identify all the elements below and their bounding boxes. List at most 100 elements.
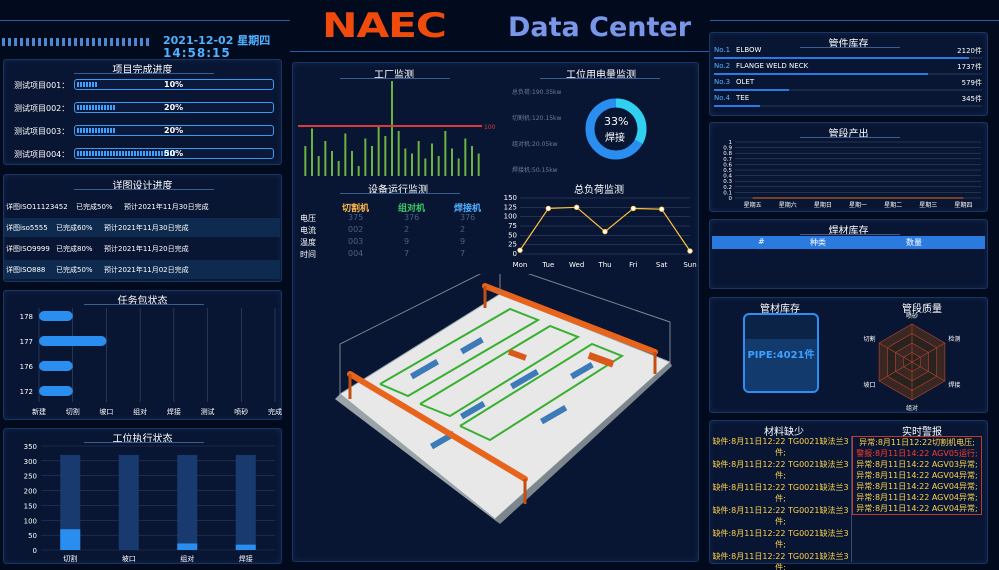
design-id: 详图ISO888 xyxy=(6,266,46,274)
equipment-value: 376 xyxy=(460,213,476,222)
design-status: 已完成50% xyxy=(76,203,113,211)
power-monitor-title: 工位用电量监测 xyxy=(566,70,636,81)
task-bar xyxy=(39,361,73,371)
shortage-item: 缺件:8月11日12:22 TG0021缺法兰3件; xyxy=(712,460,849,480)
project-label: 测试项目001： xyxy=(14,81,70,90)
project-progress-value: 20% xyxy=(164,126,184,135)
equipment-value: 9 xyxy=(404,237,410,246)
equipment-value: 2 xyxy=(404,225,410,234)
radar-axis-label: 切割 xyxy=(864,335,876,343)
project-progress-fill xyxy=(77,151,175,156)
project-progress-value: 50% xyxy=(164,149,184,158)
segment-y-tick: 0.2 xyxy=(723,185,732,191)
radar-axis-label: 喷砂 xyxy=(906,312,918,320)
station-bar-total xyxy=(60,454,81,550)
radar-axis-label: 检测 xyxy=(948,335,960,343)
title-underline xyxy=(74,189,214,190)
project-progress-bar xyxy=(74,148,274,159)
alarm-panel xyxy=(709,420,988,564)
alarm-item: 异常:8月11日14:22 AGV04异常; xyxy=(856,471,978,480)
station-y-tick: 150 xyxy=(24,502,37,510)
equipment-column-header: 焊接机 xyxy=(454,204,482,214)
title-underline xyxy=(800,47,900,48)
factory-monitor-chart: 100 xyxy=(298,81,496,176)
pipe-stock-title: 管件库存 xyxy=(828,39,869,50)
pipe-rank: No.1 xyxy=(714,46,731,54)
task-bar xyxy=(39,311,73,321)
segment-y-tick: 0.6 xyxy=(723,162,732,168)
weld-stock-header: # 种类 数量 xyxy=(712,236,985,249)
radar-spoke xyxy=(911,361,946,382)
segment-output-title: 管段产出 xyxy=(828,129,869,140)
equipment-row-label: 电压 xyxy=(300,214,316,223)
station-bar-done xyxy=(235,544,256,550)
alarm-item: 异常:8月11日12:22切割机电压; xyxy=(859,438,975,447)
load-y-tick: 100 xyxy=(504,213,517,221)
equipment-value: 004 xyxy=(348,249,364,258)
design-id: 详图ISO11123452 xyxy=(6,203,68,211)
segment-y-tick: 0.7 xyxy=(723,157,732,163)
segment-x-label: 星期六 xyxy=(779,201,797,209)
pipe-name: TEE xyxy=(736,94,750,102)
tank-wave xyxy=(745,339,817,347)
weld-col-index: # xyxy=(758,237,765,246)
pipe-value: 1737件 xyxy=(957,63,982,71)
pipe-inventory-title: 管材库存 xyxy=(760,304,800,315)
design-row: 详图ISO11123452 已完成50% 预计2021年11月30日完成 xyxy=(4,197,280,216)
load-y-tick: 150 xyxy=(504,194,517,202)
segment-y-tick: 0 xyxy=(729,196,733,202)
header-left-line xyxy=(0,20,290,21)
project-progress-bar xyxy=(74,125,274,136)
pipe-bar-fill xyxy=(714,57,969,59)
realtime-alarm-list: 异常:8月11日12:22切割机电压; 警报:8月11日14:22 AGV05运行… xyxy=(852,436,982,515)
station-y-tick: 350 xyxy=(24,443,37,451)
project-progress-bar xyxy=(74,79,274,90)
shortage-item: 缺件:8月11日12:22 TG0021缺法兰3件; xyxy=(712,552,849,570)
design-row: 详图ISO888 已完成50% 预计2021年11月02日完成 xyxy=(4,260,280,279)
load-x-label: Wed xyxy=(569,261,584,269)
task-x-label: 新建 xyxy=(32,407,46,416)
header-time: 14:58:15 xyxy=(163,46,231,60)
load-y-tick: 25 xyxy=(508,241,517,249)
segment-y-tick: 0.9 xyxy=(723,146,732,152)
equipment-value: 9 xyxy=(460,237,466,246)
task-x-label: 测试 xyxy=(201,407,215,416)
design-status: 已完成80% xyxy=(56,245,93,253)
design-progress-title: 详图设计进度 xyxy=(112,181,173,192)
title-underline xyxy=(800,137,900,138)
weld-col-qty: 数量 xyxy=(906,238,922,247)
header-left-dots xyxy=(2,38,152,46)
pipe-rank: No.4 xyxy=(714,94,731,102)
title-underline xyxy=(800,234,900,235)
load-x-label: Sat xyxy=(656,261,668,269)
power-line: 总负荷:190.35kw xyxy=(512,89,562,96)
station-y-tick: 0 xyxy=(33,547,37,555)
title-underline xyxy=(340,78,450,79)
station-y-tick: 50 xyxy=(28,532,37,540)
pipe-bar-fill xyxy=(714,73,929,75)
shortage-item: 缺件:8月11日12:22 TG0021缺法兰3件; xyxy=(712,483,849,503)
alarm-item: 警报:8月11日14:22 AGV05运行; xyxy=(856,449,978,458)
pipe-value: 345件 xyxy=(961,95,982,103)
equipment-value: 003 xyxy=(348,237,364,246)
pipe-bar-track xyxy=(714,105,982,107)
tank-fill xyxy=(745,339,817,391)
power-line: 切割机:120.15kw xyxy=(512,115,562,122)
load-x-label: Mon xyxy=(513,261,528,269)
segment-x-label: 星期三 xyxy=(919,201,937,209)
station-exec-title: 工位执行状态 xyxy=(112,434,173,445)
segment-output-chart: 10.90.80.70.60.50.40.30.20.10 星期五 星期六 星期日 星期… xyxy=(723,140,981,209)
station-bar-done xyxy=(60,529,81,550)
title-underline xyxy=(84,304,204,305)
realtime-alarm-title: 实时警报 xyxy=(902,427,942,438)
alarm-item: 异常:8月11日14:22 AGV04异常; xyxy=(856,504,978,513)
power-donut-label: 焊接 xyxy=(605,133,625,144)
pipe-name: OLET xyxy=(736,78,755,86)
pipe-rank: No.2 xyxy=(714,62,731,70)
load-point xyxy=(630,205,637,212)
task-status-title: 任务包状态 xyxy=(117,296,168,307)
load-x-label: Tue xyxy=(541,261,554,269)
load-point xyxy=(573,204,580,211)
